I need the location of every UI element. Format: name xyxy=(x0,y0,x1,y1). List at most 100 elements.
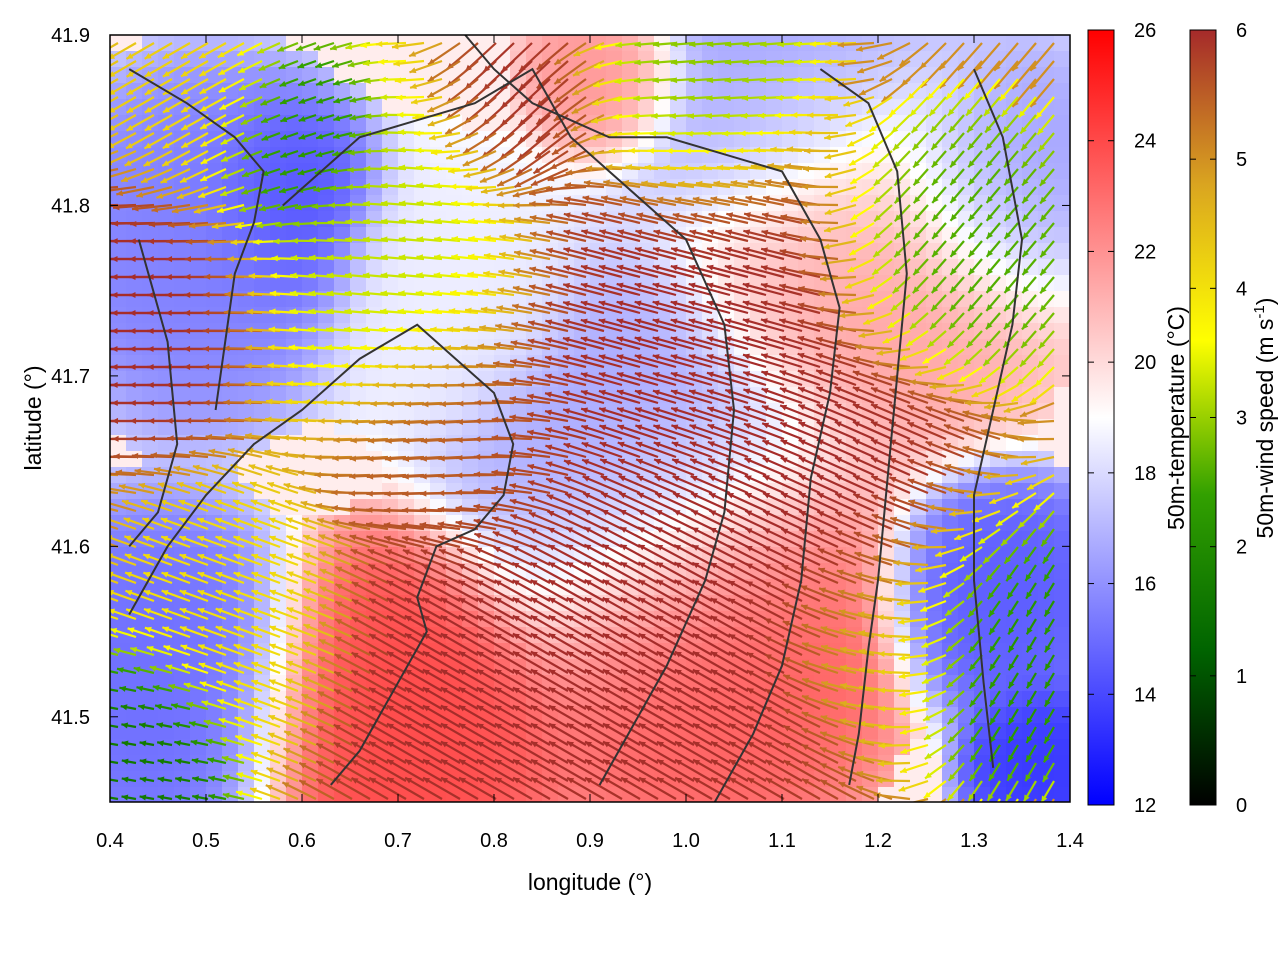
temperature-cell xyxy=(734,51,751,68)
temperature-cell xyxy=(350,195,367,212)
temperature-cell xyxy=(478,35,495,52)
temperature-cell xyxy=(1054,403,1070,420)
temperature-cell xyxy=(974,51,991,68)
temperature-cell xyxy=(350,387,367,404)
temperature-cell xyxy=(430,147,447,164)
temperature-cell xyxy=(926,195,943,212)
temperature-cell xyxy=(558,275,575,292)
temperature-cell xyxy=(382,179,399,196)
temperature-cell xyxy=(206,259,223,276)
temperature-cell xyxy=(350,243,367,260)
temperature-cell xyxy=(110,243,127,260)
temperature-cell xyxy=(414,259,431,276)
temperature-cell xyxy=(110,275,127,292)
temperature-cell xyxy=(126,275,143,292)
temperature-cell xyxy=(126,227,143,244)
temperature-cell xyxy=(1006,243,1023,260)
temperature-cell xyxy=(142,387,159,404)
temperature-cell xyxy=(1038,131,1055,148)
temperature-cell xyxy=(1054,83,1070,100)
temperature-cell xyxy=(302,355,319,372)
temperature-cell xyxy=(1054,67,1070,84)
temperature-cell xyxy=(942,307,959,324)
temperature-cell xyxy=(590,51,607,68)
temperature-cell xyxy=(110,387,127,404)
temperature-cell xyxy=(414,355,431,372)
temperature-cell xyxy=(254,147,271,164)
temperature-cell xyxy=(206,339,223,356)
temperature-cell xyxy=(1038,275,1055,292)
temperature-cell xyxy=(302,275,319,292)
temperature-cell xyxy=(350,211,367,228)
temperature-cell xyxy=(510,35,527,52)
temperature-cell xyxy=(702,131,719,148)
temperature-cell xyxy=(1054,739,1070,756)
temperature-cell xyxy=(238,275,255,292)
temperature-cell xyxy=(590,323,607,340)
temperature-cell xyxy=(1054,707,1070,724)
temperature-cell xyxy=(254,355,271,372)
temperature-cell xyxy=(414,307,431,324)
temperature-cell xyxy=(1054,259,1070,276)
temperature-cell xyxy=(382,387,399,404)
temperature-cell xyxy=(174,307,191,324)
temperature-cell xyxy=(174,339,191,356)
temperature-cell xyxy=(1022,163,1039,180)
temperature-cell xyxy=(926,35,943,52)
temperature-cell xyxy=(494,35,511,52)
temperature-cell xyxy=(638,131,655,148)
temperature-cell xyxy=(110,259,127,276)
temperature-cell xyxy=(1038,35,1055,52)
temperature-cell xyxy=(718,51,735,68)
temperature-cell xyxy=(270,307,287,324)
temperature-cell xyxy=(350,483,367,500)
temperature-cell xyxy=(958,307,975,324)
temperature-cell xyxy=(478,451,495,468)
temperature-cell xyxy=(846,259,863,276)
temperature-cell xyxy=(462,355,479,372)
temperature-cell xyxy=(430,35,447,52)
temperature-cell xyxy=(462,243,479,260)
temperature-cell xyxy=(526,115,543,132)
temperature-cell xyxy=(830,227,847,244)
temperature-cell xyxy=(398,483,415,500)
temperature-cell xyxy=(110,227,127,244)
temperature-cell xyxy=(1054,243,1070,260)
temperature-cell xyxy=(1054,435,1070,452)
temperature-cell xyxy=(142,51,159,68)
temperature-cell xyxy=(782,99,799,116)
temperature-cell xyxy=(1054,147,1070,164)
temperature-cell xyxy=(782,83,799,100)
temperature-cell xyxy=(958,35,975,52)
temperature-cell xyxy=(862,131,879,148)
temperature-cell xyxy=(686,115,703,132)
temperature-cell xyxy=(1054,611,1070,628)
temperature-cell xyxy=(1022,339,1039,356)
temperature-cell xyxy=(862,211,879,228)
temperature-cell xyxy=(174,83,191,100)
temperature-cell xyxy=(1054,467,1070,484)
temperature-cell xyxy=(446,35,463,52)
temperature-cell xyxy=(478,259,495,276)
temperature-cell xyxy=(942,163,959,180)
temperature-cell xyxy=(910,115,927,132)
temperature-cell xyxy=(654,51,671,68)
temperature-cell xyxy=(334,83,351,100)
temperature-cell xyxy=(1054,627,1070,644)
temperature-cell xyxy=(206,403,223,420)
temperature-cell xyxy=(494,51,511,68)
temperature-cell xyxy=(190,259,207,276)
temperature-cell xyxy=(158,291,175,308)
temperature-cell xyxy=(750,83,767,100)
temperature-cell xyxy=(1054,483,1070,500)
temperature-cell xyxy=(494,275,511,292)
temperature-cell xyxy=(894,99,911,116)
temperature-cell xyxy=(1054,387,1070,404)
temperature-cell xyxy=(1022,291,1039,308)
temperature-cell xyxy=(958,227,975,244)
temperature-cell xyxy=(238,35,255,52)
temperature-cell xyxy=(1006,115,1023,132)
temperature-cell xyxy=(990,227,1007,244)
temperature-cell xyxy=(718,99,735,116)
temperature-cell xyxy=(110,787,127,802)
